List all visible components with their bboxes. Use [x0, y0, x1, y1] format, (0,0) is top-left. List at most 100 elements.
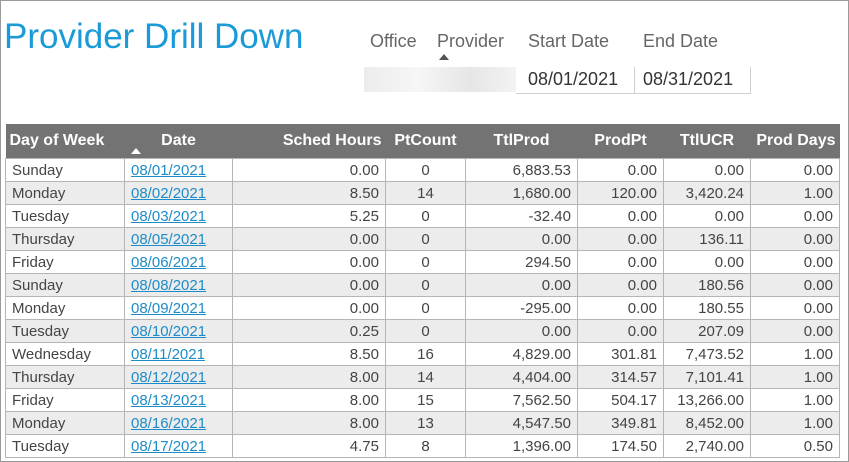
cell-date: 08/01/2021 — [124, 158, 233, 182]
cell-prod-days: 0.00 — [750, 319, 840, 343]
cell-date: 08/16/2021 — [124, 411, 233, 435]
date-link[interactable]: 08/01/2021 — [131, 161, 207, 179]
cell-ttlucr: 13,266.00 — [663, 388, 751, 412]
table-row: Tuesday 08/03/2021 5.25 0 -32.40 0.00 0.00 0.00 — [5, 204, 840, 228]
end-date-value[interactable]: 08/31/2021 — [643, 69, 734, 89]
cell-ttlprod: -32.40 — [465, 204, 578, 228]
table-row: Sunday 08/08/2021 0.00 0 0.00 0.00 180.56 0.00 — [5, 273, 840, 297]
cell-ttlprod: 0.00 — [465, 319, 578, 343]
cell-date: 08/12/2021 — [124, 365, 233, 389]
col-header-day-of-week[interactable]: Day of Week — [5, 124, 125, 159]
cell-ttlprod: 0.00 — [465, 227, 578, 251]
cell-sched-hours: 0.00 — [232, 250, 386, 274]
cell-date: 08/06/2021 — [124, 250, 233, 274]
cell-sched-hours: 8.50 — [232, 342, 386, 366]
office-filter-label[interactable]: Office — [370, 31, 417, 51]
col-header-prod-days[interactable]: Prod Days — [750, 124, 840, 159]
cell-prod-days: 0.50 — [750, 434, 840, 458]
date-link[interactable]: 08/10/2021 — [131, 322, 207, 340]
cell-sched-hours: 0.00 — [232, 158, 386, 182]
cell-sched-hours: 8.00 — [232, 388, 386, 412]
date-link[interactable]: 08/16/2021 — [131, 414, 207, 432]
end-date-label: End Date — [643, 31, 719, 51]
cell-prod-days: 0.00 — [750, 296, 840, 320]
provider-value-redacted[interactable] — [364, 67, 516, 92]
cell-day-of-week: Monday — [5, 296, 125, 320]
end-date-field[interactable] — [634, 67, 751, 94]
cell-ptcount: 0 — [385, 319, 466, 343]
table-row: Friday 08/06/2021 0.00 0 294.50 0.00 0.00 0.00 — [5, 250, 840, 274]
cell-ptcount: 0 — [385, 204, 466, 228]
cell-prod-days: 0.00 — [750, 273, 840, 297]
date-link[interactable]: 08/02/2021 — [131, 184, 207, 202]
col-header-date[interactable]: Date — [124, 124, 233, 159]
cell-date: 08/02/2021 — [124, 181, 233, 205]
cell-sched-hours: 0.00 — [232, 227, 386, 251]
cell-ttlucr: 0.00 — [663, 204, 751, 228]
cell-prodpt: 0.00 — [577, 204, 664, 228]
date-link[interactable]: 08/17/2021 — [131, 437, 207, 455]
cell-prodpt: 174.50 — [577, 434, 664, 458]
cell-ttlucr: 7,473.52 — [663, 342, 751, 366]
cell-ttlprod: -295.00 — [465, 296, 578, 320]
table-body: Sunday 08/01/2021 0.00 0 6,883.53 0.00 0.00 0.0… — [5, 158, 840, 458]
cell-prodpt: 0.00 — [577, 296, 664, 320]
cell-sched-hours: 8.50 — [232, 181, 386, 205]
cell-sched-hours: 4.75 — [232, 434, 386, 458]
cell-date: 08/10/2021 — [124, 319, 233, 343]
provider-filter-label[interactable]: Provider — [437, 31, 505, 51]
col-header-ttlprod[interactable]: TtlProd — [465, 124, 578, 159]
cell-day-of-week: Thursday — [5, 227, 125, 251]
cell-ptcount: 13 — [385, 411, 466, 435]
cell-day-of-week: Tuesday — [5, 204, 125, 228]
cell-day-of-week: Sunday — [5, 158, 125, 182]
col-header-ptcount[interactable]: PtCount — [385, 124, 466, 159]
cell-sched-hours: 0.00 — [232, 273, 386, 297]
table-row: Thursday 08/05/2021 0.00 0 0.00 0.00 136.11 0.0… — [5, 227, 840, 251]
cell-sched-hours: 8.00 — [232, 365, 386, 389]
cell-prod-days: 1.00 — [750, 342, 840, 366]
cell-ttlucr: 8,452.00 — [663, 411, 751, 435]
cell-ptcount: 15 — [385, 388, 466, 412]
table-row: Wednesday 08/11/2021 8.50 16 4,829.00 301.81 7… — [5, 342, 840, 366]
date-link[interactable]: 08/06/2021 — [131, 253, 207, 271]
cell-prodpt: 0.00 — [577, 273, 664, 297]
table-row: Monday 08/16/2021 8.00 13 4,547.50 349.81 8,45… — [5, 411, 840, 435]
provider-sort-arrow-icon — [439, 54, 449, 60]
cell-prodpt: 0.00 — [577, 250, 664, 274]
cell-sched-hours: 0.25 — [232, 319, 386, 343]
date-link[interactable]: 08/03/2021 — [131, 207, 207, 225]
cell-prod-days: 0.00 — [750, 158, 840, 182]
date-link[interactable]: 08/09/2021 — [131, 299, 207, 317]
cell-ptcount: 0 — [385, 296, 466, 320]
table-row: Tuesday 08/10/2021 0.25 0 0.00 0.00 207.09 0.00 — [5, 319, 840, 343]
col-header-prodpt[interactable]: ProdPt — [577, 124, 664, 159]
sort-ascending-icon — [130, 148, 141, 154]
cell-prodpt: 301.81 — [577, 342, 664, 366]
date-link[interactable]: 08/12/2021 — [131, 368, 207, 386]
cell-ttlucr: 180.55 — [663, 296, 751, 320]
date-link[interactable]: 08/08/2021 — [131, 276, 207, 294]
table-row: Sunday 08/01/2021 0.00 0 6,883.53 0.00 0.00 0.0… — [5, 158, 840, 182]
table-row: Thursday 08/12/2021 8.00 14 4,404.00 314.57 7,… — [5, 365, 840, 389]
cell-prod-days: 1.00 — [750, 388, 840, 412]
date-link[interactable]: 08/05/2021 — [131, 230, 207, 248]
start-date-field[interactable] — [516, 67, 635, 94]
cell-prod-days: 1.00 — [750, 365, 840, 389]
cell-prodpt: 314.57 — [577, 365, 664, 389]
col-header-ttlucr[interactable]: TtlUCR — [663, 124, 751, 159]
cell-day-of-week: Friday — [5, 250, 125, 274]
start-date-value[interactable]: 08/01/2021 — [528, 69, 619, 89]
cell-date: 08/11/2021 — [124, 342, 233, 366]
cell-ttlprod: 1,396.00 — [465, 434, 578, 458]
cell-prodpt: 0.00 — [577, 158, 664, 182]
col-header-sched-hours[interactable]: Sched Hours — [232, 124, 386, 159]
date-link[interactable]: 08/13/2021 — [131, 391, 207, 409]
cell-day-of-week: Wednesday — [5, 342, 125, 366]
date-link[interactable]: 08/11/2021 — [131, 345, 205, 363]
cell-date: 08/03/2021 — [124, 204, 233, 228]
cell-day-of-week: Monday — [5, 411, 125, 435]
cell-ptcount: 0 — [385, 273, 466, 297]
cell-ttlprod: 4,829.00 — [465, 342, 578, 366]
page-title: Provider Drill Down — [4, 17, 304, 56]
